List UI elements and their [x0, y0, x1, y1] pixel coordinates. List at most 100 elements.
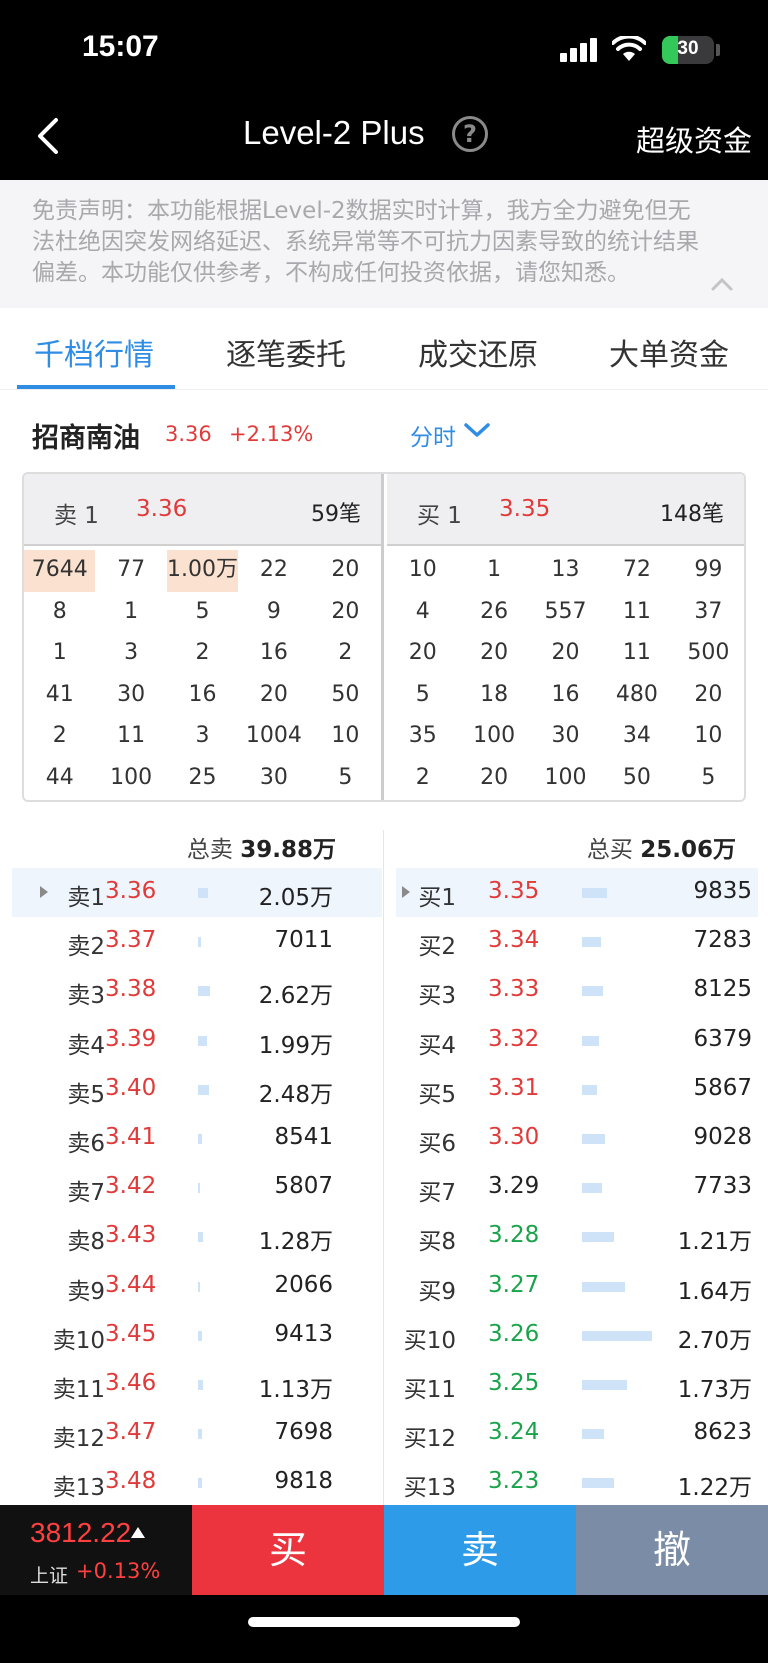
- help-icon[interactable]: ?: [452, 116, 488, 152]
- ask-level-row[interactable]: 卖1 3.36 2.05万: [12, 868, 382, 918]
- total-buy-value: 25.06万: [640, 837, 736, 863]
- home-indicator[interactable]: [248, 1617, 520, 1627]
- level-label: 卖5: [67, 1081, 105, 1108]
- sell-queue-order: 16: [188, 681, 217, 707]
- ask-level-row[interactable]: 卖3 3.38 2.62万: [12, 966, 382, 1015]
- level-label: 卖13: [52, 1475, 105, 1502]
- ask-level-row[interactable]: 卖13 3.48 9818: [12, 1458, 382, 1507]
- volume-bar: [582, 1281, 625, 1292]
- ask-level-row[interactable]: 卖12 3.47 7698: [12, 1409, 382, 1458]
- ask-level-row[interactable]: 卖9 3.44 2066: [12, 1262, 382, 1311]
- buy-queue-order: 13: [551, 557, 580, 582]
- level-label: 买3: [418, 983, 456, 1010]
- bid-level-row[interactable]: 买13 3.23 1.22万: [396, 1458, 758, 1507]
- bid-level-row[interactable]: 买4 3.32 6379: [396, 1016, 758, 1065]
- volume-bar: [198, 1084, 209, 1095]
- sell-queue-label: 卖 1: [54, 503, 99, 529]
- bid-level-row[interactable]: 买6 3.30 9028: [396, 1114, 758, 1163]
- bid-level-row[interactable]: 买2 3.34 7283: [396, 917, 758, 966]
- sell-queue-order: 2: [52, 723, 67, 748]
- super-funds-link[interactable]: 超级资金: [635, 124, 752, 158]
- level-volume: 9818: [274, 1468, 333, 1495]
- disclaimer-banner: 免责声明：本功能根据Level-2数据实时计算，我方全力避免但无法杜绝因突发网络…: [0, 180, 768, 308]
- bid-level-row[interactable]: 买1 3.35 9835: [396, 868, 758, 918]
- sell-queue-order: 2: [338, 640, 353, 665]
- index-ticker[interactable]: 3812.22 上证 +0.13%: [0, 1505, 192, 1595]
- level-price: 3.28: [488, 1222, 540, 1249]
- level-price: 3.31: [488, 1074, 540, 1101]
- bid-level-row[interactable]: 买9 3.27 1.64万: [396, 1262, 758, 1311]
- sell-queue-price: 3.36: [136, 496, 188, 522]
- buy-queue-order: 10: [408, 557, 437, 582]
- period-selector[interactable]: 分时: [410, 425, 456, 451]
- level-label: 买4: [418, 1032, 456, 1059]
- buy-queue-row: 5 18 16 480 20: [387, 675, 744, 717]
- buy-queue-order: 20: [480, 640, 509, 665]
- cancel-order-button[interactable]: 撤: [576, 1505, 768, 1595]
- level-price: 3.38: [105, 976, 157, 1003]
- level-price: 3.47: [105, 1419, 157, 1446]
- level-volume: 1.13万: [258, 1376, 333, 1403]
- ask-level-row[interactable]: 卖7 3.42 5807: [12, 1163, 382, 1212]
- tab-trade-replay[interactable]: 成交还原: [418, 338, 538, 373]
- ask-level-row[interactable]: 卖11 3.46 1.13万: [12, 1360, 382, 1409]
- bid-level-row[interactable]: 买5 3.31 5867: [396, 1065, 758, 1114]
- level-volume: 9835: [693, 878, 752, 904]
- ask-level-row[interactable]: 卖4 3.39 1.99万: [12, 1016, 382, 1065]
- buy-queue-order: 100: [544, 764, 587, 790]
- nav-bar: Level-2 Plus ? 超级资金: [0, 96, 768, 180]
- sell-button[interactable]: 卖: [384, 1505, 576, 1595]
- level-label: 买10: [403, 1327, 456, 1354]
- ask-level-row[interactable]: 卖10 3.45 9413: [12, 1311, 382, 1360]
- tab-bar: 千档行情 逐笔委托 成交还原 大单资金: [0, 308, 768, 390]
- sell-queue-header: 卖 1 3.36 59笔: [24, 474, 381, 546]
- level-label: 买13: [403, 1475, 456, 1502]
- ask-level-row[interactable]: 卖6 3.41 8541: [12, 1114, 382, 1163]
- level-volume: 1.73万: [677, 1376, 752, 1403]
- buy-button[interactable]: 买: [192, 1505, 384, 1595]
- sell-queue-order: 5: [195, 598, 210, 624]
- volume-bar: [582, 1183, 602, 1194]
- level-volume: 1.28万: [258, 1229, 333, 1256]
- buy-queue-order: 16: [551, 681, 580, 707]
- ask-level-row[interactable]: 卖2 3.37 7011: [12, 917, 382, 966]
- bid-level-row[interactable]: 买11 3.25 1.73万: [396, 1360, 758, 1409]
- buy-queue-order: 20: [480, 764, 509, 790]
- bid-level-row[interactable]: 买3 3.33 8125: [396, 966, 758, 1015]
- ask-level-row[interactable]: 卖8 3.43 1.28万: [12, 1212, 382, 1261]
- chevron-up-icon[interactable]: [710, 272, 734, 296]
- back-icon[interactable]: [30, 116, 70, 156]
- bid-level-row[interactable]: 买8 3.28 1.21万: [396, 1212, 758, 1261]
- level-label: 卖3: [67, 983, 105, 1010]
- buy-queue-order: 34: [622, 723, 651, 748]
- level-label: 卖9: [67, 1278, 105, 1305]
- bid-level-row[interactable]: 买7 3.29 7733: [396, 1163, 758, 1212]
- volume-bar: [198, 1035, 207, 1046]
- chevron-down-icon[interactable]: [462, 418, 492, 442]
- sell-queue-order: 10: [331, 723, 360, 748]
- buy-queue-label: 买 1: [417, 503, 462, 529]
- level-volume: 1.21万: [677, 1229, 752, 1256]
- buy-queue-order: 37: [694, 598, 723, 624]
- ask-level-row[interactable]: 卖5 3.40 2.48万: [12, 1065, 382, 1114]
- level-price: 3.46: [105, 1369, 157, 1396]
- buy-queue-header: 买 1 3.35 148笔: [387, 474, 744, 546]
- level-label: 卖6: [67, 1130, 105, 1157]
- sell-queue: 卖 1 3.36 59笔 7644 77 1.00万 22 20 8 1 5 9 20 1 3 2 16 2…: [24, 474, 384, 800]
- buy-queue-order: 5: [701, 764, 716, 790]
- bid-level-row[interactable]: 买12 3.24 8623: [396, 1409, 758, 1458]
- buy-queue-order: 50: [622, 764, 651, 790]
- stock-price: 3.36: [165, 422, 212, 446]
- tab-thousand-level[interactable]: 千档行情: [34, 338, 154, 373]
- tab-order-by-order[interactable]: 逐笔委托: [226, 338, 346, 373]
- sell-queue-order: 2: [195, 640, 210, 665]
- ask-levels: 卖1 3.36 2.05万 卖2 3.37 7011 卖3 3.38 2.62万 卖4 3.39 1.…: [12, 868, 382, 1507]
- level-volume: 9028: [693, 1123, 752, 1150]
- buy-queue-order: 5: [415, 681, 430, 707]
- tab-large-order-funds[interactable]: 大单资金: [609, 338, 729, 373]
- buy-queue: 买 1 3.35 148笔 10 1 13 72 99 4 26 557 11 37 20 20 20 1…: [387, 474, 744, 800]
- bid-level-row[interactable]: 买10 3.26 2.70万: [396, 1311, 758, 1360]
- sell-queue-order: 25: [188, 764, 217, 790]
- sell-queue-row: 44 100 25 30 5: [24, 758, 381, 800]
- level-price: 3.27: [488, 1271, 540, 1298]
